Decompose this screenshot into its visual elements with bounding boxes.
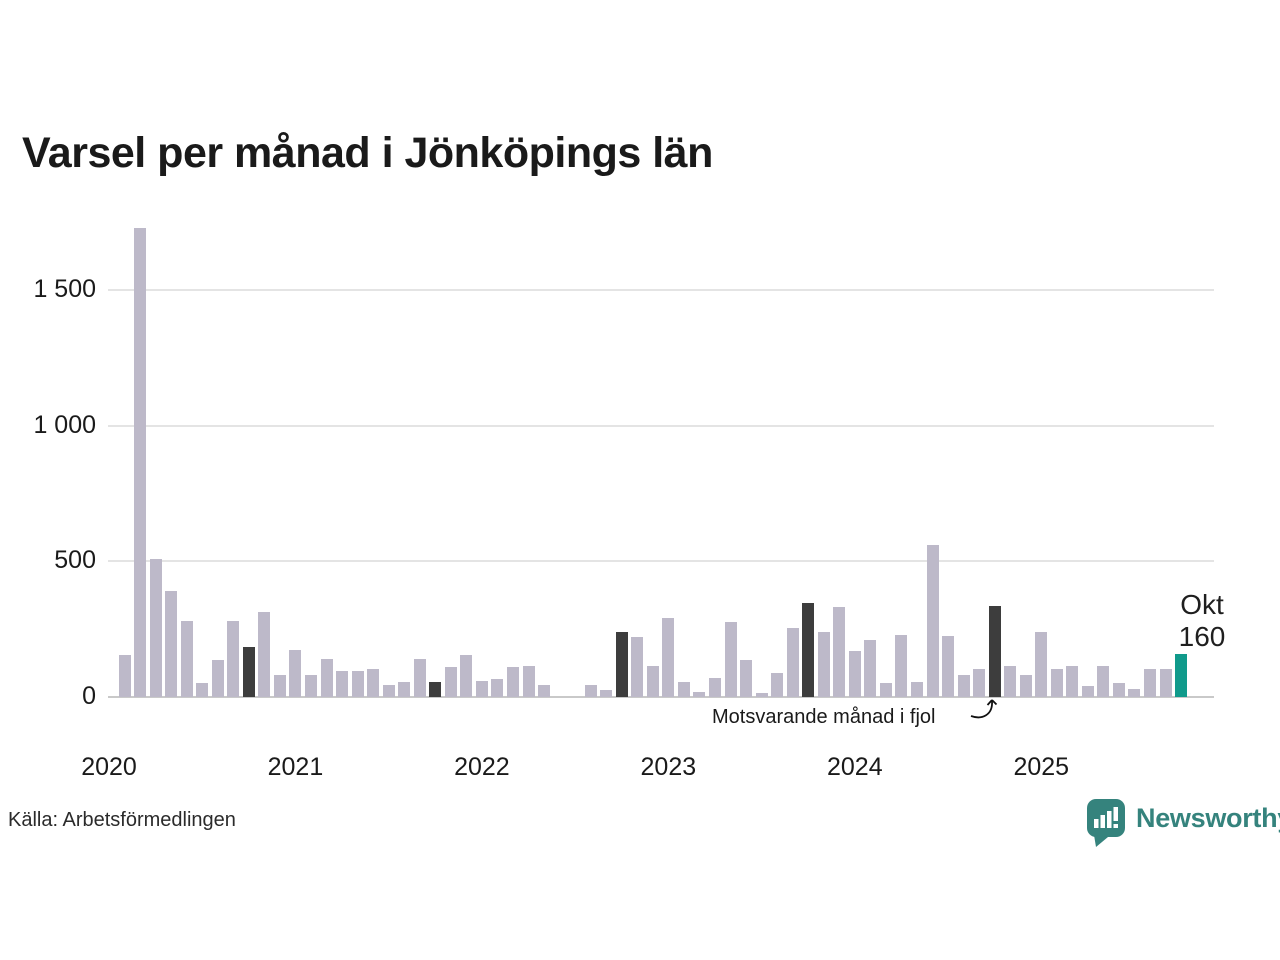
- chart-bar-jan-2022: [475, 681, 488, 697]
- newsworthy-logo-icon: [1087, 799, 1125, 847]
- chart-bar-jul-2020: [196, 683, 209, 697]
- chart-bar-apr-2020: [149, 559, 162, 697]
- chart-bar-aug-2022: [584, 685, 597, 697]
- chart-bar-mar-2022: [507, 667, 519, 697]
- chart-bar-jan-2024: [848, 651, 861, 697]
- x-axis-baseline: [108, 696, 1214, 698]
- chart-bar-dec-2023: [833, 607, 846, 697]
- chart-title: Varsel per månad i Jönköpings län: [22, 129, 713, 177]
- chart-bar-maj-2022: [538, 685, 550, 697]
- chart-bar-mar-2021: [320, 659, 333, 697]
- chart-bar-sep-2023: [786, 628, 799, 697]
- chart-bar-nov-2020: [258, 612, 271, 697]
- chart-bar-okt-2020: [242, 647, 255, 697]
- source-caption: Källa: Arbetsförmedlingen: [8, 809, 236, 831]
- gridline: [108, 289, 1214, 292]
- x-tick-label: 2024: [826, 753, 883, 781]
- chart-bar-maj-2020: [165, 591, 178, 697]
- chart-bar-sep-2022: [600, 690, 613, 697]
- chart-bar-okt-2025: [1175, 654, 1188, 697]
- chart-bar-sep-2024: [973, 669, 986, 697]
- y-tick-label: 0: [82, 682, 96, 710]
- current-month-name: Okt: [1180, 589, 1224, 620]
- chart-bar-jun-2025: [1112, 683, 1125, 697]
- chart-bar-aug-2021: [398, 682, 411, 697]
- chart-bar-jul-2021: [382, 685, 395, 697]
- chart-bar-okt-2021: [429, 682, 442, 697]
- y-tick-label: 1 000: [33, 410, 96, 439]
- chart-bar-sep-2021: [413, 659, 426, 697]
- chart-bar-mar-2020: [134, 228, 147, 697]
- chart-bar-jun-2024: [926, 545, 939, 697]
- annotation-fjol: Motsvarande månad i fjol: [712, 706, 936, 728]
- chart-bar-mar-2025: [1066, 666, 1079, 697]
- x-tick-label: 2025: [1013, 753, 1070, 781]
- chart-bar-jun-2020: [180, 621, 193, 697]
- chart-bar-jan-2025: [1035, 632, 1048, 697]
- chart-bar-maj-2025: [1097, 666, 1110, 697]
- current-month-value: 160: [1178, 621, 1226, 652]
- chart-bar-feb-2023: [677, 682, 690, 697]
- chart-bar-aug-2023: [771, 673, 784, 697]
- x-tick-label: 2020: [81, 753, 137, 781]
- chart-bar-feb-2021: [305, 675, 317, 697]
- chart-bar-dec-2022: [646, 666, 659, 697]
- chart-bar-feb-2024: [864, 640, 877, 697]
- chart-bar-nov-2021: [444, 667, 457, 697]
- annotation-arrow-icon: [970, 699, 998, 719]
- chart-bar-maj-2021: [351, 671, 364, 697]
- chart-bar-sep-2020: [227, 621, 240, 697]
- chart-bar-nov-2024: [1004, 666, 1017, 697]
- gridline: [108, 424, 1214, 427]
- chart-bar-dec-2020: [273, 675, 286, 697]
- x-tick-label: 2022: [454, 753, 510, 781]
- chart-bar-sep-2025: [1159, 669, 1172, 697]
- chart-bar-apr-2025: [1081, 686, 1094, 697]
- chart-bar-feb-2020: [118, 655, 131, 697]
- chart-bar-dec-2021: [460, 655, 473, 697]
- newsworthy-logo: Newsworthy: [1087, 799, 1280, 847]
- chart-bar-okt-2023: [802, 603, 815, 697]
- chart-bar-maj-2024: [910, 682, 923, 697]
- x-tick-label: 2023: [640, 753, 697, 781]
- current-month-label: Okt 160: [1174, 589, 1230, 653]
- chart-bar-jan-2021: [289, 650, 302, 697]
- chart-bar-apr-2024: [895, 635, 908, 697]
- chart-bar-apr-2021: [336, 671, 349, 697]
- y-tick-label: 1 500: [33, 275, 96, 304]
- newsworthy-logo-text: Newsworthy: [1136, 803, 1280, 833]
- chart-bar-feb-2025: [1050, 669, 1063, 697]
- chart-bar-jul-2025: [1128, 689, 1141, 697]
- chart-bar-aug-2024: [957, 675, 970, 697]
- chart-bar-aug-2025: [1144, 669, 1156, 697]
- y-tick-label: 500: [54, 546, 96, 575]
- chart-bar-nov-2022: [631, 637, 644, 697]
- x-tick-label: 2021: [267, 753, 324, 781]
- chart-bar-maj-2023: [724, 622, 737, 697]
- chart-bar-apr-2023: [708, 678, 721, 697]
- chart-bar-okt-2024: [988, 606, 1001, 697]
- chart-bar-okt-2022: [615, 632, 628, 697]
- chart-bar-aug-2020: [211, 660, 224, 697]
- chart-bar-jul-2023: [755, 693, 768, 697]
- chart-bar-mar-2024: [879, 683, 892, 697]
- chart-bar-apr-2022: [522, 666, 535, 697]
- chart-bar-jan-2023: [662, 618, 675, 697]
- chart-bar-dec-2024: [1019, 675, 1032, 697]
- chart-bar-nov-2023: [817, 632, 830, 697]
- chart-bar-jul-2024: [942, 636, 954, 697]
- chart-bar-feb-2022: [491, 679, 504, 697]
- chart-bar-jun-2023: [740, 660, 752, 697]
- chart-bar-jun-2021: [367, 669, 380, 697]
- chart-bar-mar-2023: [693, 692, 706, 697]
- gridline: [108, 560, 1214, 563]
